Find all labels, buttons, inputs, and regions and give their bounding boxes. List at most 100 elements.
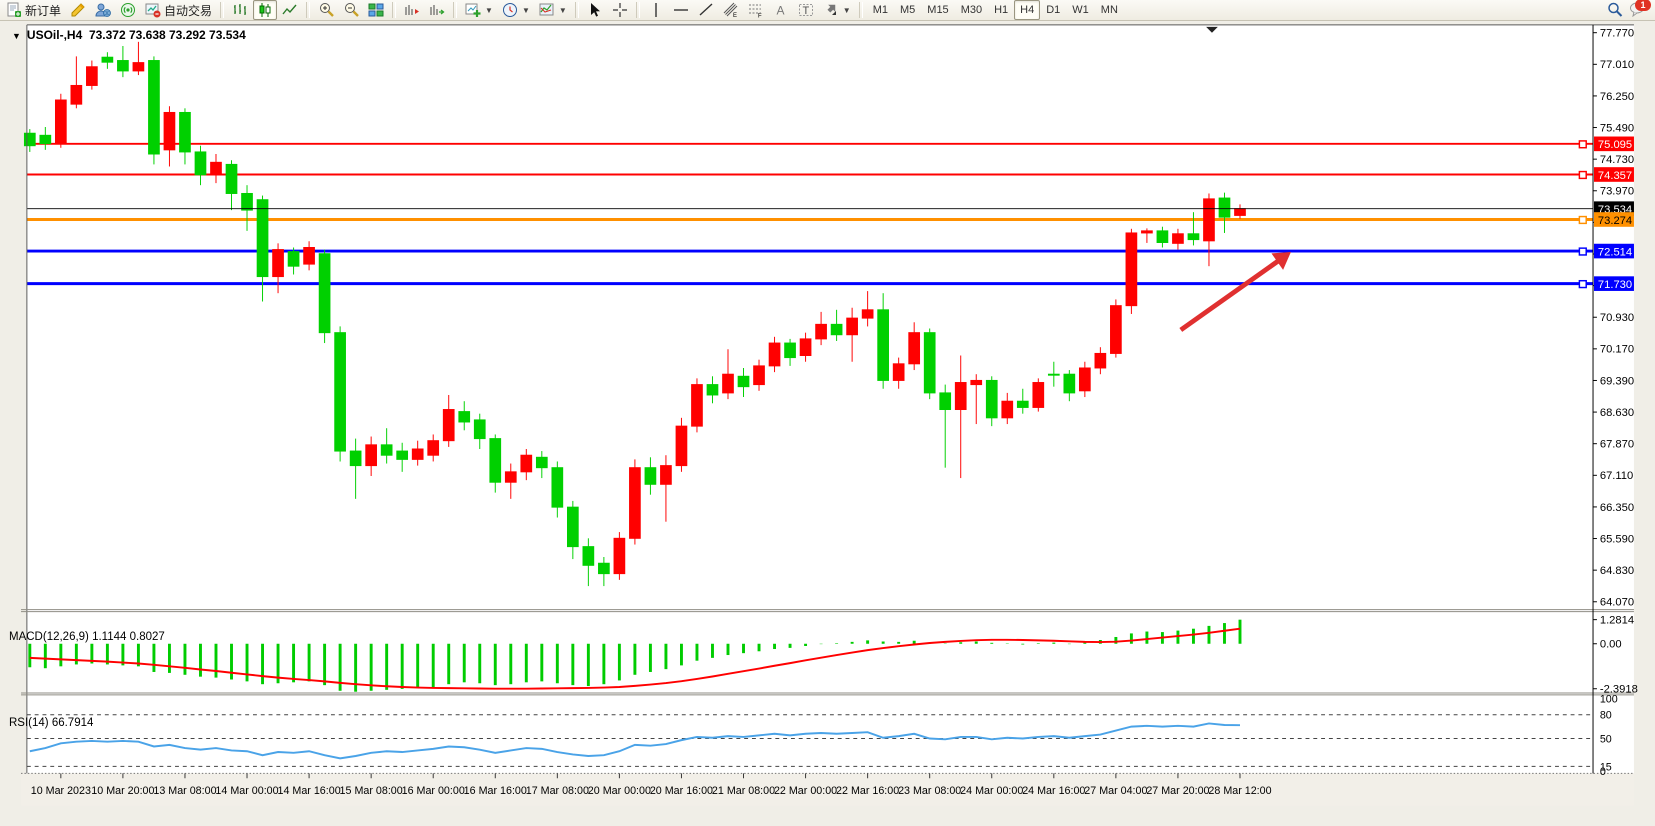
candle (504, 471, 517, 483)
candle-chart-icon (259, 3, 271, 17)
line-handle[interactable] (1578, 247, 1587, 256)
time-axis-background[interactable] (21, 773, 1634, 806)
channel-tool-button[interactable]: E (719, 0, 743, 20)
candle (613, 537, 626, 575)
candle-chart-mode-button[interactable] (253, 0, 278, 20)
zoom-in-button[interactable] (314, 0, 338, 20)
trendline-tool-button[interactable] (694, 0, 718, 20)
rsi-line (29, 722, 1241, 760)
timeframe-button-H1[interactable]: H1 (994, 4, 1009, 16)
candle (768, 342, 781, 367)
price-badge-label: 71.730 (1598, 279, 1632, 291)
candle (210, 161, 222, 176)
line-handle[interactable] (1578, 215, 1587, 225)
price-badge (1594, 243, 1634, 259)
periods-button[interactable]: ▼ (498, 0, 534, 20)
bar-chart-mode-button[interactable] (228, 0, 252, 20)
y-axis-tick-label: 69.390 (1600, 375, 1634, 387)
new-order-label: 新订单 (25, 3, 62, 18)
tile-windows-button[interactable] (364, 0, 388, 20)
chart-shift-marker[interactable] (1206, 26, 1218, 33)
x-axis-date-label: 24 Mar 00:00 (960, 785, 1023, 797)
indicators-button[interactable]: ▼ (535, 0, 571, 20)
timeframe-button-H4[interactable]: H4 (1014, 0, 1041, 20)
candle (1172, 233, 1184, 244)
market-watch-icon (95, 3, 111, 17)
timeframe-button-M5[interactable]: M5 (900, 4, 916, 16)
market-watch-button[interactable] (91, 0, 115, 20)
candle (753, 365, 765, 386)
search-icon[interactable] (1607, 2, 1623, 18)
candle (923, 332, 936, 394)
toolbar-separator (574, 2, 579, 18)
line-handle[interactable] (1578, 140, 1587, 149)
line-handle[interactable] (1578, 170, 1587, 180)
trend-arrow-head[interactable] (1271, 251, 1291, 270)
candle (473, 419, 486, 440)
new-order-button[interactable]: 新订单 (2, 0, 65, 20)
notification-badge: 1 (1635, 0, 1651, 11)
chart-canvas[interactable]: 77.770 77.010 76.250 75.490 74.730 73.970 73.2… (0, 21, 1655, 826)
x-axis-date-label: 27 Mar 04:00 (1084, 785, 1147, 797)
price-badge-label: 72.514 (1598, 246, 1632, 258)
fibonacci-tool-button[interactable]: F (744, 0, 768, 20)
metaeditor-button[interactable] (66, 0, 90, 20)
price-badge-label: 74.357 (1598, 170, 1632, 182)
new-chart-button[interactable]: ▼ (461, 0, 497, 20)
candle (566, 506, 579, 548)
price-badge (1594, 212, 1634, 227)
timeframe-button-W1[interactable]: W1 (1072, 4, 1089, 16)
horizontal-line-tool-button[interactable] (669, 0, 693, 20)
timeframe-button-MN[interactable]: MN (1100, 4, 1118, 16)
candle (908, 332, 921, 365)
candle (241, 192, 253, 211)
text-a-icon: A (776, 4, 784, 18)
autotrading-label: 自动交易 (164, 3, 213, 18)
vertical-line-tool-button[interactable] (644, 0, 668, 20)
trendline-icon (699, 3, 713, 16)
candle (380, 444, 393, 456)
signals-button[interactable] (116, 0, 140, 20)
candle (737, 375, 750, 388)
candle (458, 411, 471, 423)
chart-shift-icon (405, 5, 420, 15)
chart-background (26, 24, 1634, 774)
label-tool-button[interactable]: T (794, 0, 818, 20)
arrows-tool-button[interactable]: ▼ (819, 0, 855, 20)
candle (334, 332, 346, 452)
candle (1094, 352, 1107, 369)
y-axis-tick-label: 75.490 (1600, 122, 1634, 134)
auto-scroll-button[interactable] (425, 0, 449, 20)
autotrading-button[interactable]: 自动交易 (141, 0, 216, 20)
indicators-icon (539, 3, 554, 16)
text-tool-button[interactable]: A (769, 0, 793, 20)
toolbar-separator (453, 2, 458, 18)
notifications-button[interactable]: 1 (1627, 0, 1651, 19)
candle (365, 444, 377, 467)
timeframe-button-D1[interactable]: D1 (1046, 4, 1061, 16)
line-handle[interactable] (1578, 279, 1587, 289)
candle (148, 60, 160, 155)
svg-text:A: A (776, 4, 784, 18)
x-axis-date-label: 16 Mar 16:00 (464, 785, 527, 797)
line-chart-mode-button[interactable] (278, 0, 302, 20)
candle (1125, 232, 1138, 307)
candle (877, 309, 889, 381)
candle (132, 62, 145, 72)
timeframe-button-M15[interactable]: M15 (927, 4, 949, 16)
candle (1141, 230, 1153, 234)
chart-window[interactable]: 77.770 77.010 76.250 75.490 74.730 73.970 73.2… (0, 21, 1655, 826)
candle (861, 309, 874, 319)
chart-shift-button[interactable] (400, 0, 424, 20)
timeframe-button-M1[interactable]: M1 (872, 4, 888, 16)
y-axis-tick-label: 66.350 (1600, 502, 1634, 514)
cursor-tool-button[interactable] (583, 0, 607, 20)
crosshair-tool-button[interactable] (608, 0, 632, 20)
timeframe-button-M30[interactable]: M30 (960, 4, 983, 16)
trend-arrow-shaft[interactable] (1179, 255, 1285, 332)
toolbar-separator (306, 2, 311, 18)
zoom-out-button[interactable] (339, 0, 363, 20)
candle (582, 546, 595, 566)
text-label-icon: T (798, 4, 813, 17)
svg-text:E: E (733, 13, 737, 18)
